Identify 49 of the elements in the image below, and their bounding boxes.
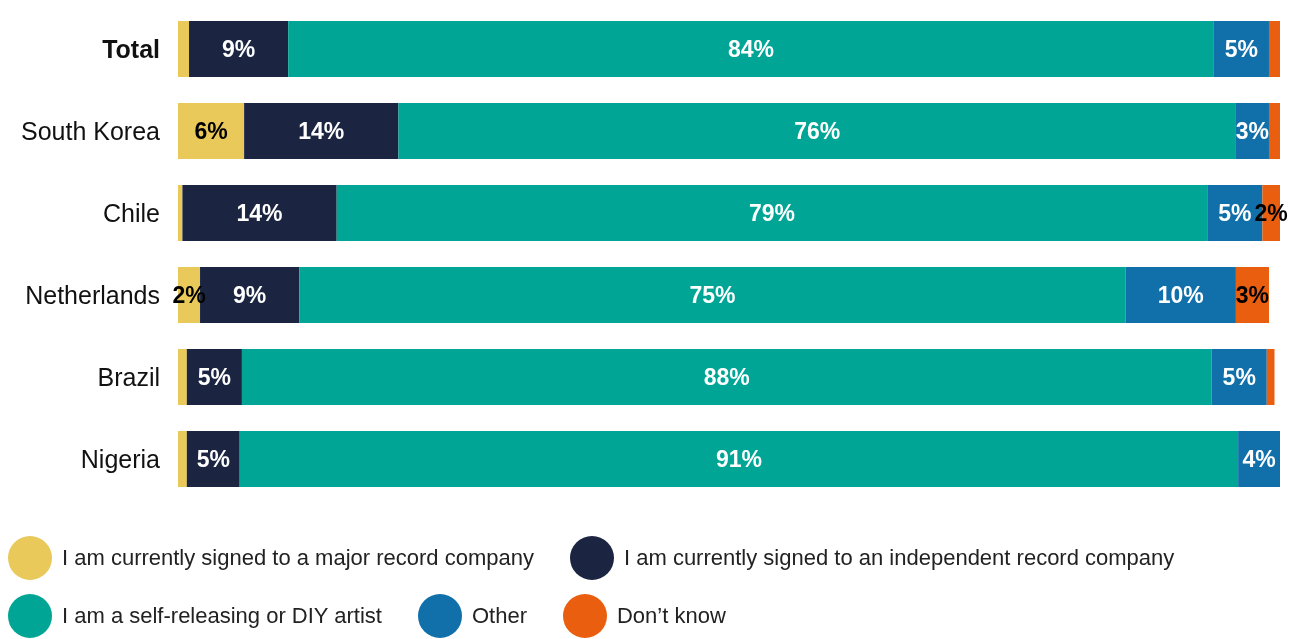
bar — [178, 185, 183, 241]
bar — [398, 103, 1236, 159]
bar — [1125, 267, 1236, 323]
bar — [182, 185, 337, 241]
y-tick-label: Chile — [103, 199, 160, 227]
legend-label: Other — [471, 603, 527, 629]
y-tick-label: Total — [102, 35, 160, 63]
bar — [1268, 21, 1280, 77]
data-label: 75% — [689, 282, 736, 308]
bar — [288, 21, 1214, 77]
data-label: 4% — [1242, 446, 1276, 472]
data-label: 91% — [715, 446, 762, 472]
data-label: 10% — [1157, 282, 1204, 308]
data-label: 5% — [197, 364, 231, 390]
legend-label: I am currently signed to a major record company — [62, 545, 534, 571]
bar — [244, 103, 399, 159]
bar — [299, 267, 1126, 323]
data-label: 6% — [194, 118, 228, 144]
y-tick-label: Brazil — [97, 363, 160, 391]
data-label: 79% — [748, 200, 795, 226]
bar — [178, 103, 245, 159]
y-tick-label: Netherlands — [25, 281, 160, 309]
legend-label: I am a self-releasing or DIY artist — [62, 603, 382, 629]
bar — [189, 21, 289, 77]
bar — [239, 431, 1239, 487]
y-tick-label: Nigeria — [80, 445, 161, 473]
data-label: 5% — [1218, 200, 1252, 226]
bar — [241, 349, 1212, 405]
data-label: 14% — [298, 118, 345, 144]
data-label: 88% — [703, 364, 750, 390]
legend-label: Don’t know — [616, 603, 726, 629]
bar — [1268, 103, 1280, 159]
bar — [336, 185, 1208, 241]
data-label: 5% — [1222, 364, 1256, 390]
data-label: 3% — [1235, 118, 1270, 144]
data-label: 5% — [1224, 36, 1259, 62]
bar — [178, 21, 190, 77]
data-label: 9% — [221, 36, 256, 62]
bar — [178, 431, 187, 487]
data-label: 3% — [1235, 282, 1270, 308]
data-label: 5% — [196, 446, 230, 472]
data-label: 76% — [794, 118, 841, 144]
y-tick-label: South Korea — [21, 117, 161, 145]
data-label: 9% — [233, 282, 267, 308]
data-label: 14% — [236, 200, 283, 226]
bar — [178, 349, 187, 405]
data-label: 84% — [728, 36, 775, 62]
legend-label: I am currently signed to an independent record company — [623, 545, 1175, 571]
bar — [1266, 349, 1275, 405]
